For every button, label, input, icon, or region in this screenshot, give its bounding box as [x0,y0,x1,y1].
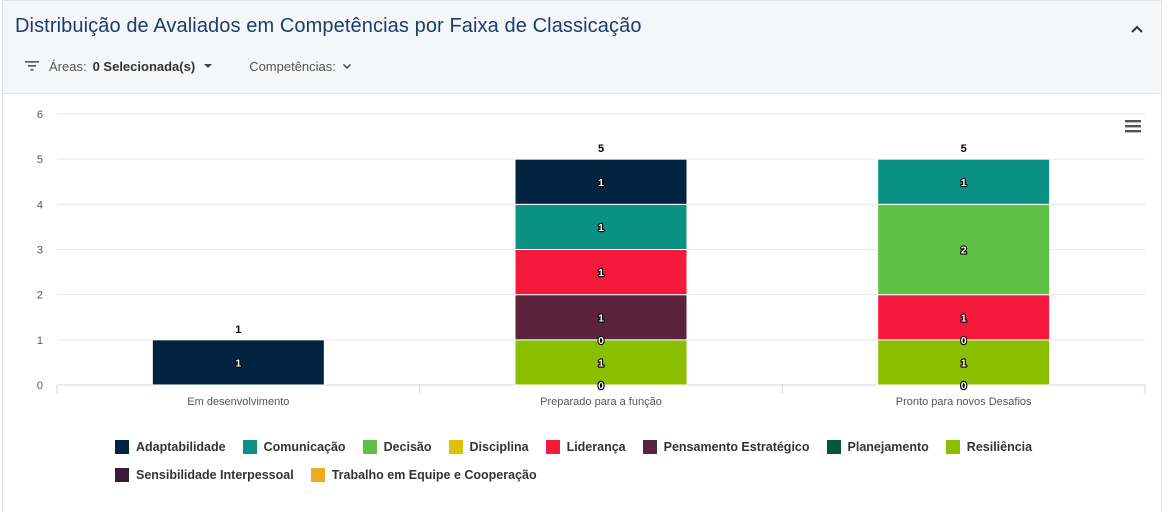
panel-header: Distribuição de Avaliados em Competência… [3,1,1161,94]
legend-swatch [310,468,325,482]
bar-segment[interactable] [514,203,688,251]
legend-label: Liderança [566,440,626,454]
y-tick-label: 4 [37,199,43,211]
legend-item[interactable]: Resiliência [945,438,1033,456]
legend-item[interactable]: Liderança [545,438,626,456]
total-label: 1 [235,324,241,336]
data-label: 1 [598,222,604,234]
bar-segment[interactable] [877,339,1051,386]
data-label: 1 [598,267,604,279]
legend-label: Disciplina [469,440,529,454]
legend-swatch [826,440,841,454]
total-label: 5 [598,143,604,155]
chevron-up-icon[interactable] [1129,21,1145,37]
hamburger-menu-icon[interactable] [1125,120,1141,133]
data-label: 1 [235,357,241,369]
legend-swatch [448,440,463,454]
legend-label: Adaptabilidade [136,440,226,454]
data-label: 1 [961,357,967,369]
legend-swatch [642,440,657,454]
legend-label: Resiliência [966,440,1033,454]
data-label: 1 [598,357,604,369]
total-label: 5 [961,143,967,155]
legend-label: Pensamento Estratégico [663,440,810,454]
legend-label: Sensibilidade Interpessoal [136,468,294,482]
x-tick-label: Preparado para a função [540,396,662,408]
legend-item[interactable]: Trabalho em Equipe e Cooperação [310,466,537,484]
bar-segment[interactable] [514,339,688,386]
bar-segment[interactable] [514,294,688,341]
data-label: 0 [961,380,967,392]
legend-swatch [362,440,377,454]
legend-label: Planejamento [847,440,929,454]
competencias-label: Competências: [249,58,336,74]
x-tick-label: Pronto para novos Desafios [896,396,1032,408]
stacked-bar-chart: 0 1 2 3 4 5 6 Em desenvolvimento Preparado para … [37,109,1146,408]
legend-label: Decisão [383,440,432,454]
y-tick-label: 6 [37,109,43,121]
competencias-filter[interactable]: Competências: [249,59,352,74]
legend-item[interactable]: Pensamento Estratégico [642,438,810,456]
legend-swatch [115,440,129,454]
chart-area: 0 1 2 3 4 5 6 Em desenvolvimento Preparado para … [3,93,1163,513]
legend-item[interactable]: Planejamento [826,438,929,456]
data-label: 0 [961,335,967,347]
y-tick-label: 3 [37,245,43,257]
legend-item[interactable]: Sensibilidade Interpessoal [115,466,294,484]
caret-down-icon [204,64,213,68]
data-label: 0 [598,335,604,347]
data-label: 1 [598,177,604,189]
x-tick-label: Em desenvolvimento [187,396,289,408]
data-label: 1 [961,177,967,189]
data-label: 2 [961,245,967,257]
y-tick-label: 5 [37,154,43,166]
bar-segment[interactable] [151,339,325,386]
legend-label: Trabalho em Equipe e Cooperação [331,468,537,482]
legend-item[interactable]: Decisão [362,438,432,456]
bar-segment[interactable] [514,158,688,205]
legend-item[interactable]: Comunicação [242,438,346,456]
filter-bar: Áreas: 0 Selecionada(s) Competências: [25,56,352,76]
legend-item[interactable]: Disciplina [448,438,529,456]
y-tick-label: 1 [37,335,43,347]
data-label: 0 [598,380,604,392]
data-label: 1 [598,312,604,324]
areas-filter[interactable]: Áreas: 0 Selecionada(s) [49,59,213,74]
bar-segment[interactable] [877,158,1051,205]
legend-swatch [945,440,960,454]
legend-item[interactable]: Adaptabilidade [115,438,226,456]
data-label: 0 [598,380,604,392]
y-tick-label: 2 [37,290,43,302]
filter-icon [25,61,39,71]
bar-segment[interactable] [514,249,688,296]
legend-swatch [545,440,560,454]
chart-legend: Adaptabilidade Comunicação Decisão Discipli… [115,438,1155,484]
areas-label: Áreas: [49,58,87,74]
areas-value: 0 Selecionada(s) [92,58,196,74]
bar-segment[interactable] [877,203,1051,296]
legend-label: Comunicação [263,440,346,454]
legend-swatch [242,440,257,454]
data-label: 1 [961,312,967,324]
data-label: 0 [961,380,967,392]
legend-swatch [115,468,129,482]
y-tick-label: 0 [37,380,43,392]
page-title: Distribuição de Avaliados em Competência… [15,15,642,37]
chevron-down-icon [342,63,351,70]
